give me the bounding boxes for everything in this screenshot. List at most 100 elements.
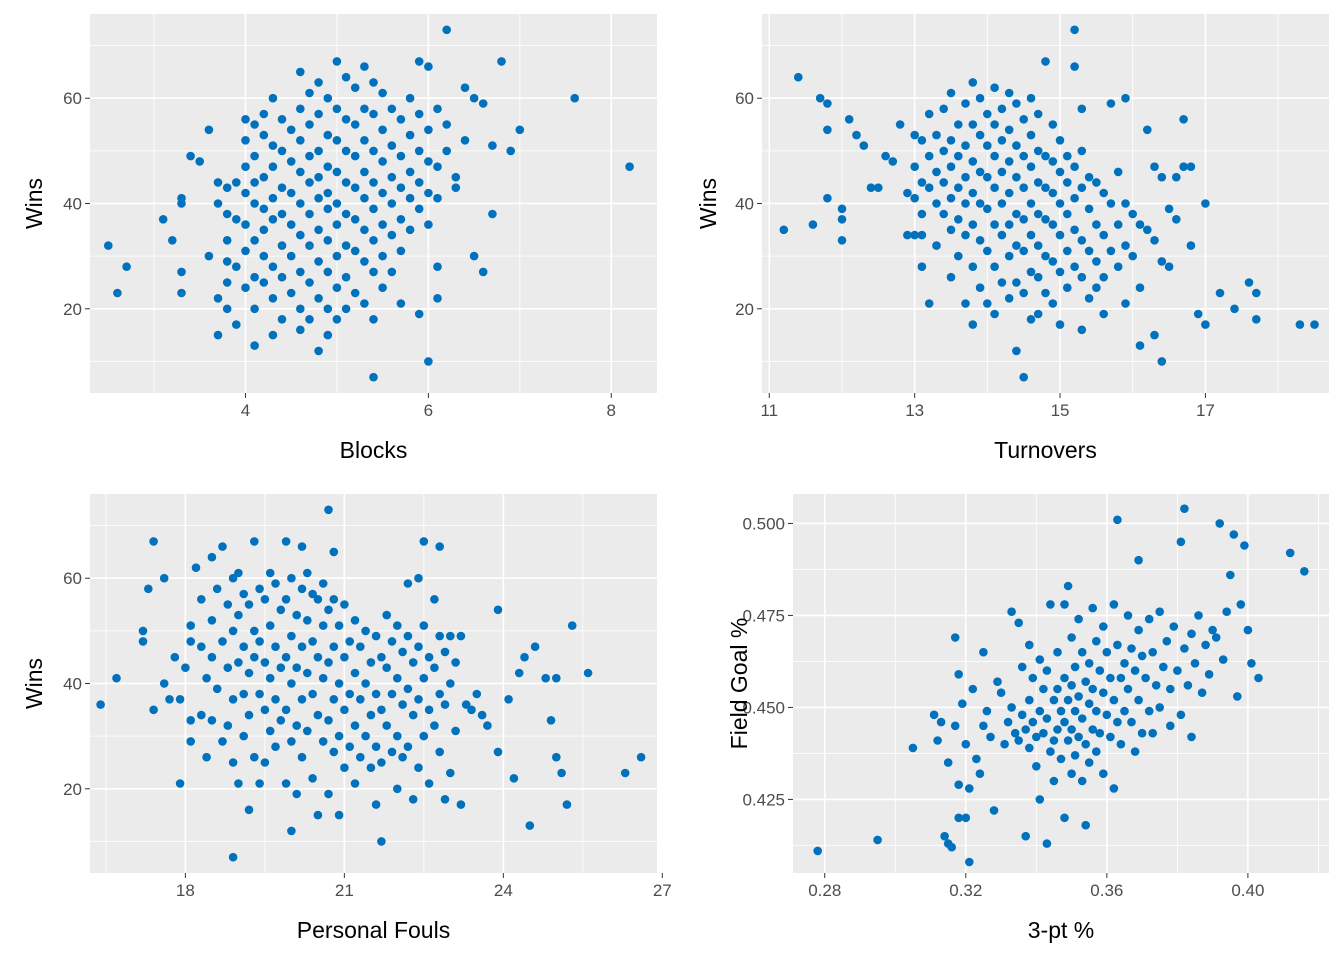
data-point — [1121, 241, 1130, 250]
data-point — [414, 109, 424, 119]
data-point — [241, 136, 250, 145]
x-axis-title: Personal Fouls — [297, 917, 450, 943]
data-point — [350, 151, 360, 161]
data-point — [1012, 278, 1021, 287]
data-point — [1084, 172, 1094, 182]
data-point — [292, 721, 302, 730]
data-point — [305, 209, 314, 219]
data-point — [546, 716, 556, 725]
data-point — [360, 104, 369, 114]
data-point — [1215, 288, 1225, 298]
data-point — [303, 726, 312, 736]
data-point — [222, 236, 232, 245]
data-point — [946, 136, 956, 145]
data-point — [197, 642, 206, 651]
data-point — [469, 251, 479, 261]
data-point — [377, 837, 386, 846]
data-point — [1026, 130, 1036, 140]
data-point — [303, 668, 312, 678]
scatter-personal-fouls-vs-wins: 18 21 24 27 20 40 60 Personal Fouls Wins — [21, 494, 672, 943]
data-point — [387, 637, 397, 646]
data-point — [910, 130, 919, 140]
data-point — [250, 537, 259, 546]
data-point — [996, 688, 1006, 697]
data-point — [1077, 776, 1087, 786]
data-point — [557, 768, 566, 778]
data-point — [1095, 728, 1105, 738]
data-point — [1201, 199, 1210, 208]
data-point — [1081, 677, 1090, 686]
data-point — [1230, 304, 1239, 314]
data-point — [430, 721, 439, 730]
data-point — [244, 668, 254, 678]
data-point — [414, 309, 424, 319]
data-point — [419, 621, 429, 630]
data-point — [1180, 644, 1189, 653]
data-point — [186, 637, 195, 646]
data-point — [433, 294, 442, 303]
data-point — [405, 225, 415, 235]
data-point — [323, 130, 333, 140]
data-point — [250, 341, 259, 350]
data-point — [276, 663, 286, 672]
data-point — [440, 647, 450, 657]
data-point — [281, 652, 291, 662]
data-point — [924, 299, 934, 308]
data-point — [1070, 62, 1079, 71]
y-tick-label: 60 — [63, 89, 82, 108]
data-point — [170, 652, 180, 662]
data-point — [361, 626, 370, 636]
data-point — [232, 215, 241, 224]
data-point — [296, 199, 305, 208]
data-point — [212, 584, 222, 594]
data-point — [239, 589, 248, 599]
data-point — [286, 288, 296, 298]
data-point — [378, 251, 387, 261]
data-point — [387, 172, 397, 182]
data-point — [323, 188, 333, 198]
data-point — [1176, 537, 1186, 547]
data-point — [975, 283, 985, 293]
data-point — [369, 204, 378, 214]
data-point — [943, 758, 953, 767]
data-point — [504, 695, 513, 704]
data-point — [1032, 732, 1041, 742]
data-point — [852, 130, 861, 140]
data-point — [369, 372, 378, 382]
data-point — [324, 789, 333, 799]
data-point — [1121, 93, 1130, 103]
data-point — [1201, 320, 1210, 329]
data-point — [433, 104, 442, 114]
y-tick-label: 40 — [735, 195, 754, 214]
data-point — [1180, 504, 1189, 513]
data-point — [478, 267, 488, 277]
data-point — [1113, 220, 1123, 229]
data-point — [345, 742, 355, 751]
data-point — [958, 699, 967, 708]
data-point — [424, 62, 433, 71]
data-point — [461, 700, 471, 709]
data-point — [440, 795, 450, 804]
data-point — [393, 784, 402, 794]
data-point — [1004, 88, 1014, 98]
data-point — [1186, 241, 1196, 250]
data-point — [378, 157, 387, 166]
data-point — [997, 167, 1007, 177]
data-point — [271, 642, 280, 651]
data-point — [424, 188, 433, 198]
data-point — [414, 57, 424, 66]
data-point — [1048, 120, 1058, 129]
data-point — [323, 204, 333, 214]
data-point — [1099, 688, 1108, 697]
data-point — [1121, 299, 1130, 308]
data-point — [341, 241, 351, 250]
data-point — [1012, 209, 1021, 219]
data-point — [396, 151, 406, 161]
data-point — [345, 689, 355, 699]
data-point — [1035, 655, 1045, 664]
data-point — [961, 739, 971, 749]
data-point — [1106, 199, 1116, 208]
data-point — [779, 225, 789, 235]
data-point — [929, 710, 939, 720]
x-tick-label: 18 — [176, 881, 195, 900]
